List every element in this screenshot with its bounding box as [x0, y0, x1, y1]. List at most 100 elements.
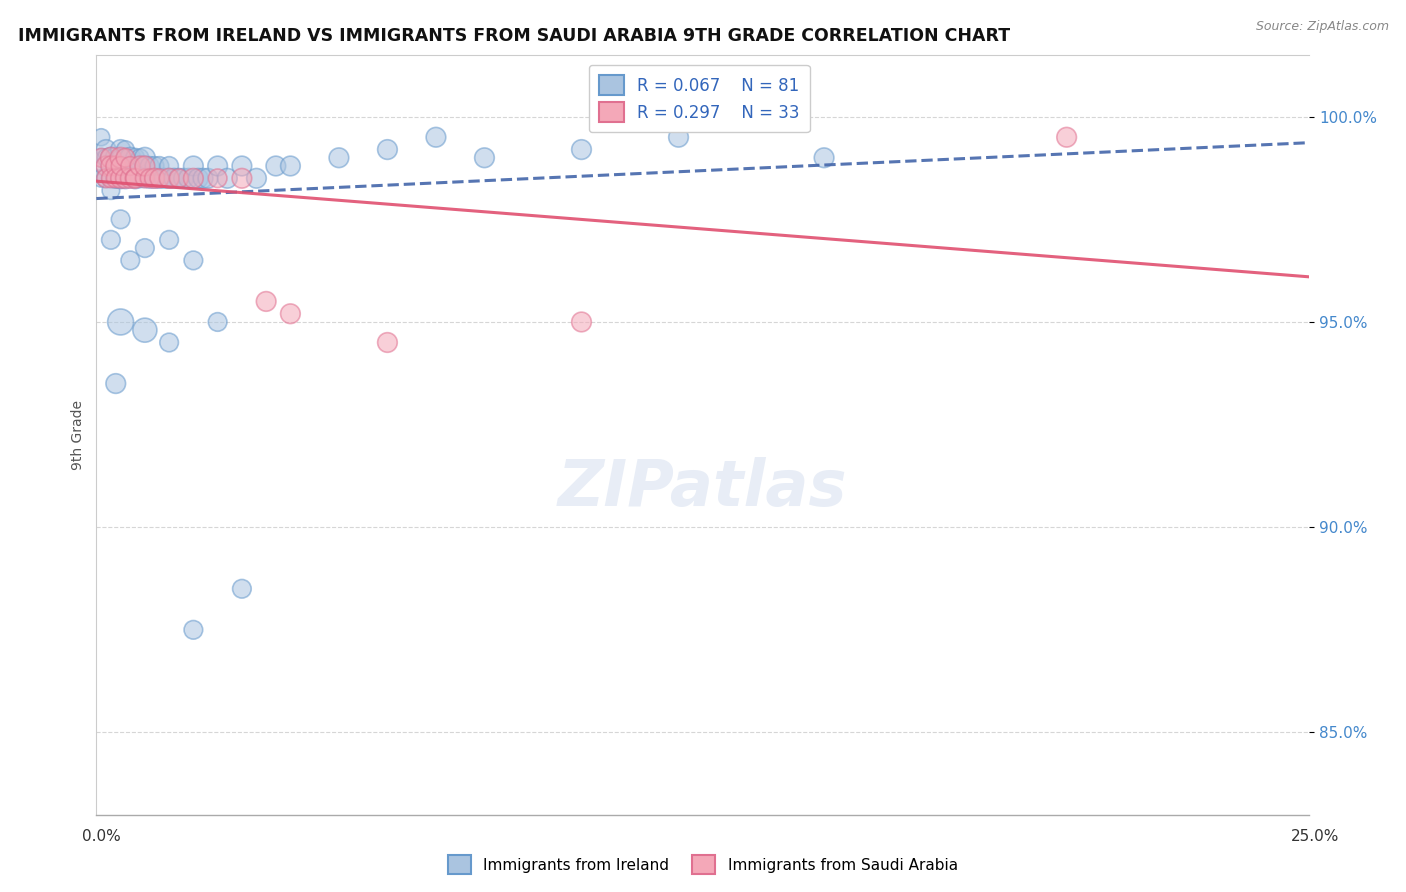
Point: [377, 335, 399, 350]
Point: [100, 159, 122, 173]
Point: [110, 159, 132, 173]
Point: [104, 159, 127, 173]
Point: [148, 171, 170, 186]
Point: [134, 323, 156, 337]
Point: [197, 171, 219, 186]
Point: [167, 171, 190, 186]
Point: [138, 159, 160, 173]
Point: [183, 159, 205, 173]
Point: [1056, 130, 1078, 145]
Point: [104, 159, 127, 173]
Point: [207, 159, 229, 173]
Point: [474, 151, 496, 165]
Point: [120, 171, 142, 186]
Point: [153, 171, 176, 186]
Legend: R = 0.067    N = 81, R = 0.297    N = 33: R = 0.067 N = 81, R = 0.297 N = 33: [589, 65, 810, 132]
Point: [245, 171, 267, 186]
Point: [148, 159, 170, 173]
Point: [104, 171, 127, 186]
Point: [377, 143, 399, 157]
Point: [571, 315, 593, 329]
Point: [124, 171, 146, 186]
Point: [100, 159, 122, 173]
Point: [94, 171, 117, 186]
Point: [143, 171, 166, 186]
Point: [231, 171, 253, 186]
Point: [120, 151, 142, 165]
Point: [328, 151, 350, 165]
Point: [94, 159, 117, 173]
Point: [110, 143, 132, 157]
Point: [100, 171, 122, 186]
Point: [813, 151, 835, 165]
Point: [120, 171, 142, 186]
Point: [110, 151, 132, 165]
Point: [231, 159, 253, 173]
Point: [114, 159, 136, 173]
Text: 25.0%: 25.0%: [1291, 830, 1339, 844]
Point: [100, 171, 122, 186]
Point: [143, 171, 166, 186]
Point: [134, 159, 156, 173]
Point: [124, 159, 146, 173]
Point: [124, 151, 146, 165]
Point: [100, 151, 122, 165]
Point: [183, 623, 205, 637]
Point: [134, 151, 156, 165]
Point: [90, 151, 112, 165]
Point: [157, 159, 180, 173]
Point: [143, 159, 166, 173]
Point: [280, 159, 302, 173]
Legend: Immigrants from Ireland, Immigrants from Saudi Arabia: Immigrants from Ireland, Immigrants from…: [443, 849, 963, 880]
Point: [114, 151, 136, 165]
Point: [183, 171, 205, 186]
Point: [110, 151, 132, 165]
Point: [264, 159, 287, 173]
Point: [167, 171, 190, 186]
Point: [104, 171, 127, 186]
Point: [94, 151, 117, 165]
Point: [177, 171, 200, 186]
Point: [138, 171, 160, 186]
Point: [254, 294, 277, 309]
Point: [157, 171, 180, 186]
Point: [134, 159, 156, 173]
Point: [129, 159, 152, 173]
Point: [207, 315, 229, 329]
Point: [134, 241, 156, 255]
Point: [129, 159, 152, 173]
Point: [124, 171, 146, 186]
Point: [183, 253, 205, 268]
Point: [129, 171, 152, 186]
Point: [90, 171, 112, 186]
Point: [114, 151, 136, 165]
Point: [90, 130, 112, 145]
Point: [120, 253, 142, 268]
Point: [110, 171, 132, 186]
Text: 0.0%: 0.0%: [82, 830, 121, 844]
Point: [134, 171, 156, 186]
Point: [157, 171, 180, 186]
Point: [94, 143, 117, 157]
Point: [104, 151, 127, 165]
Point: [191, 171, 214, 186]
Point: [129, 151, 152, 165]
Text: Source: ZipAtlas.com: Source: ZipAtlas.com: [1256, 20, 1389, 33]
Point: [571, 143, 593, 157]
Point: [94, 159, 117, 173]
Point: [207, 171, 229, 186]
Point: [187, 171, 209, 186]
Point: [100, 159, 122, 173]
Point: [120, 159, 142, 173]
Point: [124, 171, 146, 186]
Point: [173, 171, 195, 186]
Point: [114, 143, 136, 157]
Text: IMMIGRANTS FROM IRELAND VS IMMIGRANTS FROM SAUDI ARABIA 9TH GRADE CORRELATION CH: IMMIGRANTS FROM IRELAND VS IMMIGRANTS FR…: [18, 27, 1011, 45]
Point: [100, 233, 122, 247]
Point: [100, 151, 122, 165]
Point: [148, 171, 170, 186]
Point: [110, 171, 132, 186]
Point: [157, 233, 180, 247]
Point: [114, 171, 136, 186]
Point: [138, 171, 160, 186]
